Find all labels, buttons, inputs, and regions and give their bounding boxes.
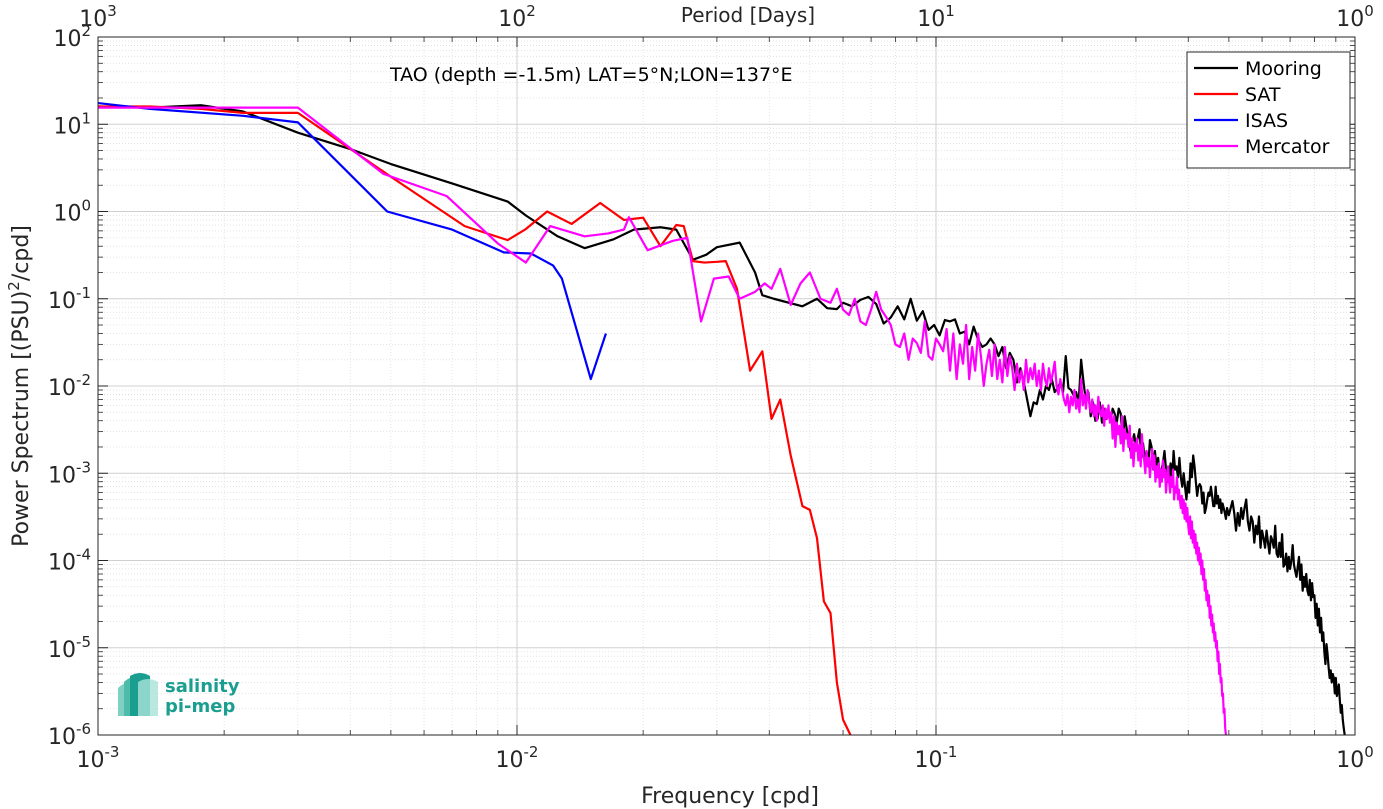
y-tick-label: 10-6 (48, 720, 91, 750)
series-layer (98, 101, 1346, 735)
top-tick-label: 100 (1336, 2, 1374, 32)
logo-mark-icon (118, 673, 158, 716)
y-tick-label: 10-2 (48, 371, 91, 401)
legend-label-isas: ISAS (1245, 110, 1288, 132)
x-tick-label: 100 (1336, 743, 1374, 773)
top-axis-label: Period [Days] (681, 3, 815, 27)
series-line-sat (98, 105, 852, 735)
x-tick-label: 10-3 (77, 743, 120, 773)
y-tick-label: 101 (53, 109, 91, 139)
y-tick-label: 10-5 (48, 633, 91, 663)
x-axis-label: Frequency [cpd] (641, 784, 819, 809)
y-axis-label-unit: /cpd] (9, 225, 34, 281)
y-tick-label: 10-3 (48, 458, 91, 488)
top-tick-label: 102 (498, 2, 536, 32)
y-axis-label-exp: 2 (5, 281, 23, 291)
top-tick-label: 101 (917, 2, 955, 32)
y-tick-label: 10-1 (48, 284, 91, 314)
salinity-pimep-logo: salinity pi-mep (118, 673, 240, 717)
logo-line-1: salinity (165, 676, 240, 697)
series-line-mooring (98, 104, 1346, 735)
series-line-isas (98, 101, 607, 381)
legend-label-mooring: Mooring (1245, 58, 1322, 80)
y-tick-label: 10-4 (48, 546, 91, 576)
axis-ticks (97, 36, 1356, 736)
y-tick-label: 102 (53, 22, 91, 52)
legend-label-sat: SAT (1245, 84, 1281, 106)
y-tick-label: 100 (53, 197, 91, 227)
legend-box (1186, 51, 1351, 169)
series-line-mercator (98, 106, 1228, 735)
top-tick-label: 103 (79, 2, 117, 32)
x-tick-label: 10-2 (496, 743, 539, 773)
logo-line-2: pi-mep (165, 696, 235, 717)
legend: Mooring SAT ISAS Mercator (1186, 51, 1351, 169)
x-tick-label: 10-1 (915, 743, 958, 773)
chart-annotation: TAO (depth =-1.5m) LAT=5°N;LON=137°E (389, 64, 793, 86)
legend-label-mercator: Mercator (1245, 136, 1330, 158)
y-axis-label-main: Power Spectrum [(PSU) (9, 291, 34, 547)
y-axis-label: Power Spectrum [(PSU)2/cpd] (5, 225, 34, 547)
